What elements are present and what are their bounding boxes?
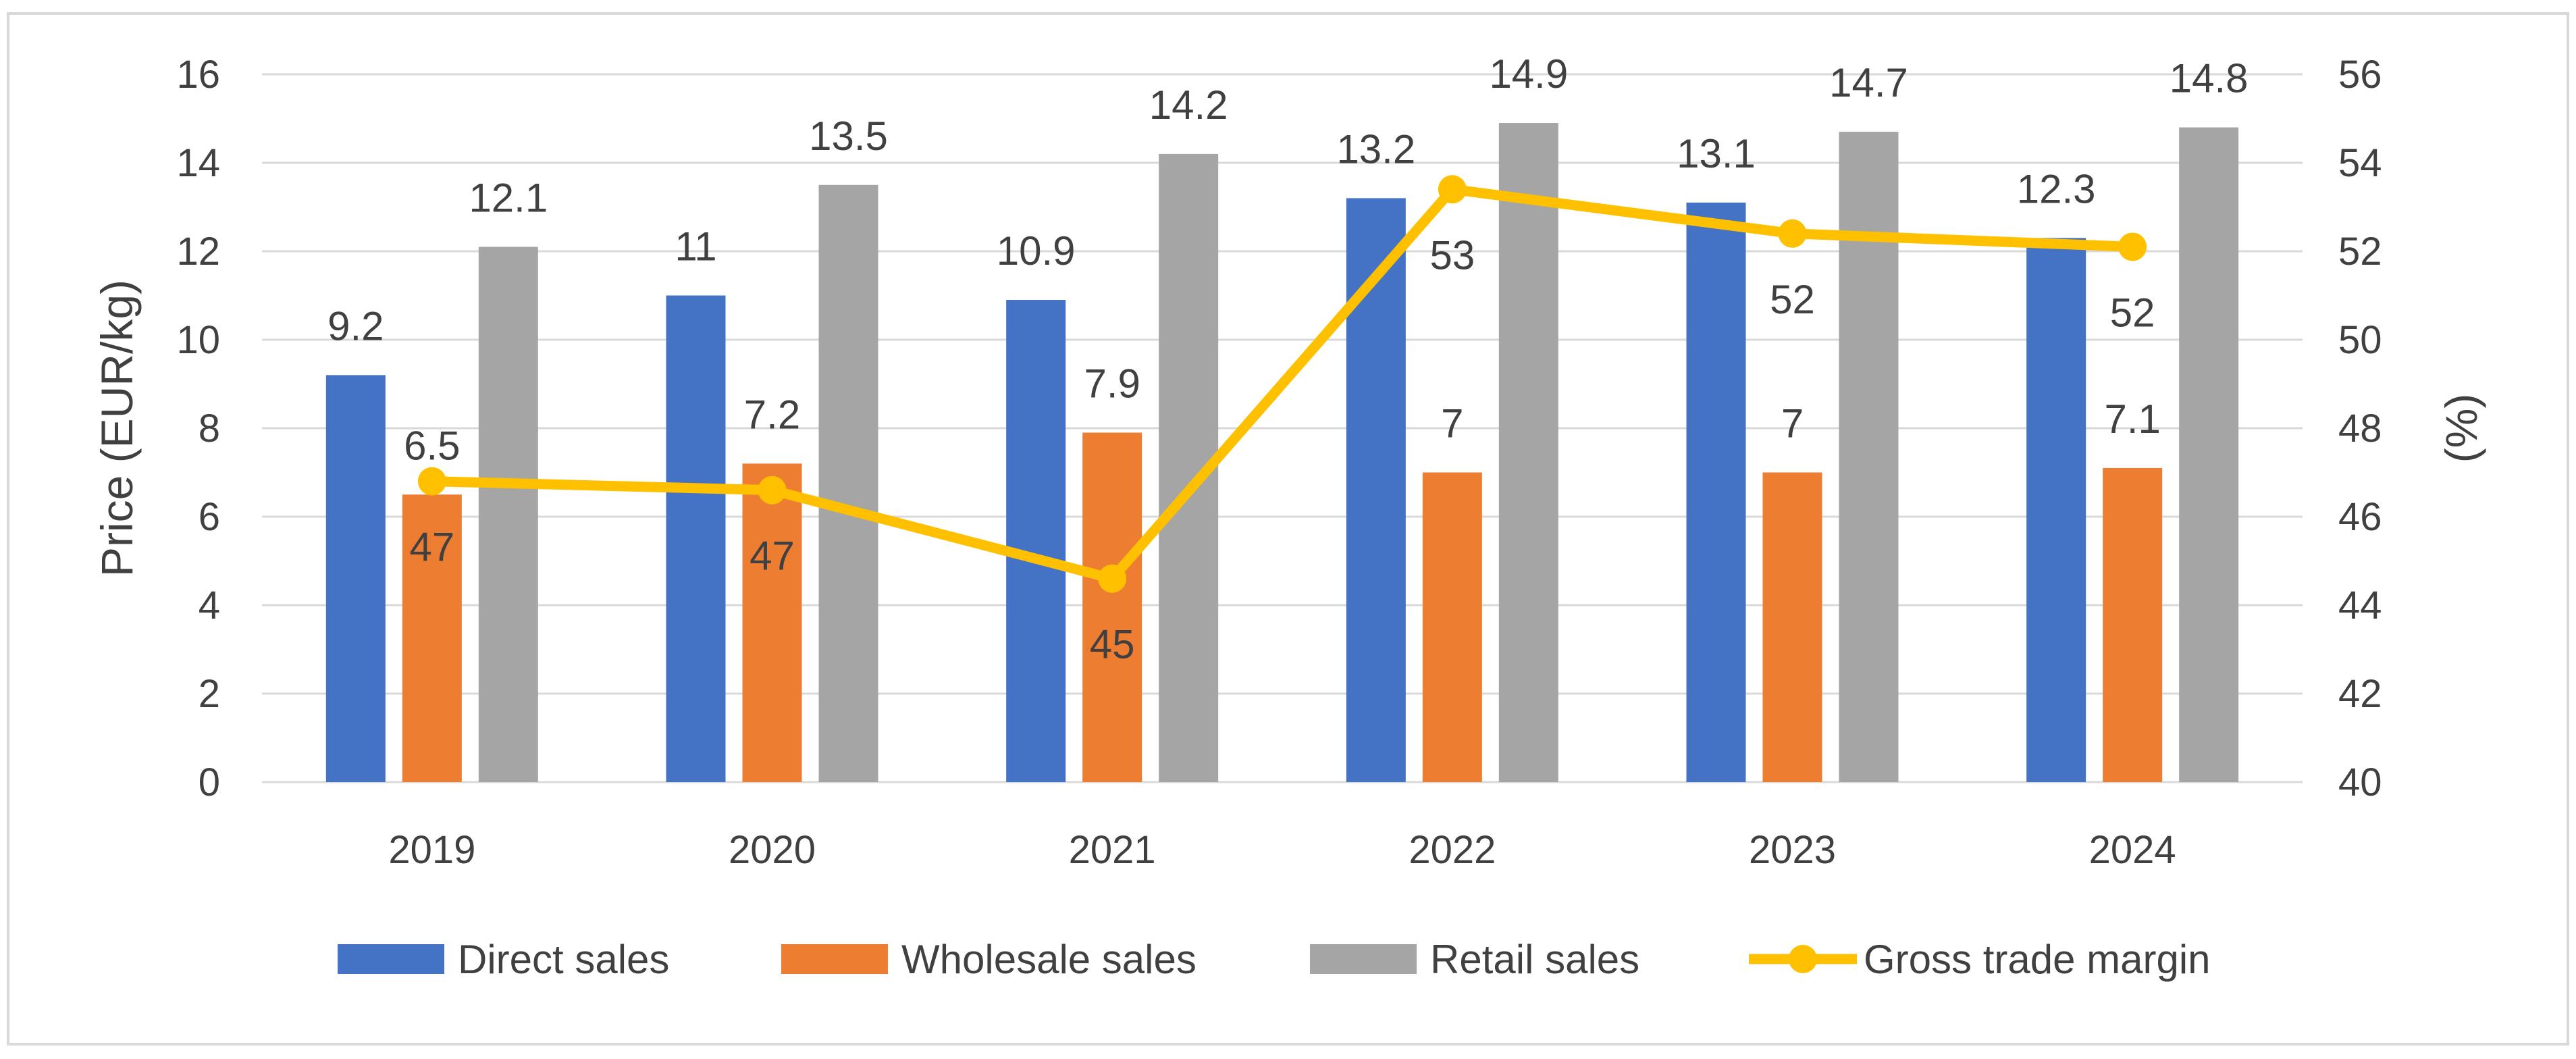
y2-tick-label: 56: [2338, 53, 2382, 97]
y2-tick-label: 48: [2338, 407, 2382, 450]
y2-tick-label: 46: [2338, 495, 2382, 539]
bar-data-label: 7: [1781, 401, 1804, 446]
bar-data-label: 6.5: [404, 423, 460, 468]
data-labels: 9.2 11 10.9 13.2 13.1 12.3 6.5 7.2 7.9 7 7 7.1 12.1 1…: [327, 51, 2248, 667]
x-tick-label: 2020: [729, 828, 816, 872]
x-tick-label: 2022: [1409, 828, 1496, 872]
bar-data-label: 7: [1441, 401, 1463, 446]
bar: [1839, 132, 1899, 782]
bar-data-label: 12.1: [469, 175, 548, 220]
y2-tick-label: 44: [2338, 584, 2382, 627]
bar-data-label: 14.7: [1829, 60, 1908, 105]
line-data-label: 47: [409, 525, 454, 570]
legend-swatch: [338, 944, 444, 974]
y2-tick-label: 42: [2338, 672, 2382, 716]
bar-data-label: 11: [675, 224, 716, 269]
bar: [666, 295, 726, 782]
line-data-label: 52: [1770, 277, 1815, 322]
bar-data-label: 14.2: [1149, 82, 1228, 128]
margin-line-series: [417, 175, 2147, 593]
y-tick-label: 2: [199, 672, 220, 716]
gridlines: [262, 73, 2303, 783]
y2-tick-label: 54: [2338, 141, 2382, 185]
y-tick-label: 6: [199, 495, 220, 539]
line-marker: [1438, 175, 1467, 204]
y2-tick-label: 50: [2338, 318, 2382, 362]
y-tick-label: 14: [176, 141, 220, 185]
bar-data-label: 13.5: [809, 113, 888, 159]
x-tick-label: 2024: [2089, 828, 2176, 872]
bar-data-label: 12.3: [2017, 166, 2096, 211]
bar-data-label: 9.2: [327, 303, 384, 348]
y-tick-label: 0: [199, 760, 220, 804]
bar: [2179, 127, 2239, 783]
y2-axis-title: (%): [2436, 394, 2486, 463]
y-tick-label: 8: [199, 407, 220, 450]
bar-series: [325, 123, 2239, 783]
bar: [1346, 198, 1406, 782]
y-axis-title: Price (EUR/kg): [92, 280, 142, 577]
x-tick-label: 2023: [1749, 828, 1836, 872]
y-tick-label: 4: [199, 584, 220, 627]
bar: [2026, 238, 2086, 783]
bar-data-label: 13.1: [1677, 131, 1756, 176]
bar-data-label: 10.9: [997, 228, 1076, 274]
line-data-label: 52: [2110, 290, 2155, 335]
line-data-label: 47: [750, 534, 795, 579]
x-tick-label: 2021: [1069, 828, 1156, 872]
bar: [1686, 202, 1746, 782]
y-tick-label: 16: [176, 53, 220, 97]
bar: [1422, 472, 1482, 782]
legend-label: Direct sales: [458, 937, 669, 982]
bar: [1498, 123, 1558, 783]
bar: [742, 463, 802, 782]
legend-label: Wholesale sales: [901, 937, 1197, 982]
bar: [325, 375, 386, 782]
legend-marker: [1789, 945, 1817, 973]
line-data-label: 45: [1090, 622, 1135, 667]
legend: Direct sales Wholesale sales Retail sales G…: [338, 937, 2211, 982]
line-marker: [417, 467, 446, 496]
margin-line: [431, 184, 2133, 584]
bar-data-label: 13.2: [1336, 126, 1415, 172]
legend-label: Retail sales: [1430, 937, 1639, 982]
bar: [1082, 432, 1142, 782]
legend-swatch: [1310, 944, 1417, 974]
y2-tick-label: 52: [2338, 230, 2382, 274]
bar-data-label: 7.2: [744, 392, 800, 437]
x-tick-label: 2019: [388, 828, 475, 872]
line-marker: [1098, 564, 1127, 593]
line-data-label: 53: [1429, 232, 1475, 278]
y-tick-label: 12: [176, 230, 220, 274]
line-marker: [2118, 232, 2147, 261]
y2-tick-label: 40: [2338, 760, 2382, 804]
bar: [1006, 300, 1066, 782]
bar: [1762, 472, 1822, 782]
legend-swatch: [781, 944, 888, 974]
legend-label: Gross trade margin: [1864, 937, 2211, 982]
line-marker: [758, 475, 787, 505]
bar-data-label: 14.8: [2170, 56, 2249, 101]
bar: [478, 247, 538, 782]
bar: [2103, 467, 2163, 782]
y-tick-label: 10: [176, 318, 220, 362]
bar: [818, 184, 878, 782]
bar-data-label: 14.9: [1489, 51, 1568, 97]
bar-data-label: 7.9: [1084, 361, 1140, 407]
bar: [402, 494, 462, 782]
line-marker: [1778, 219, 1807, 248]
bar-data-label: 7.1: [2104, 396, 2160, 442]
